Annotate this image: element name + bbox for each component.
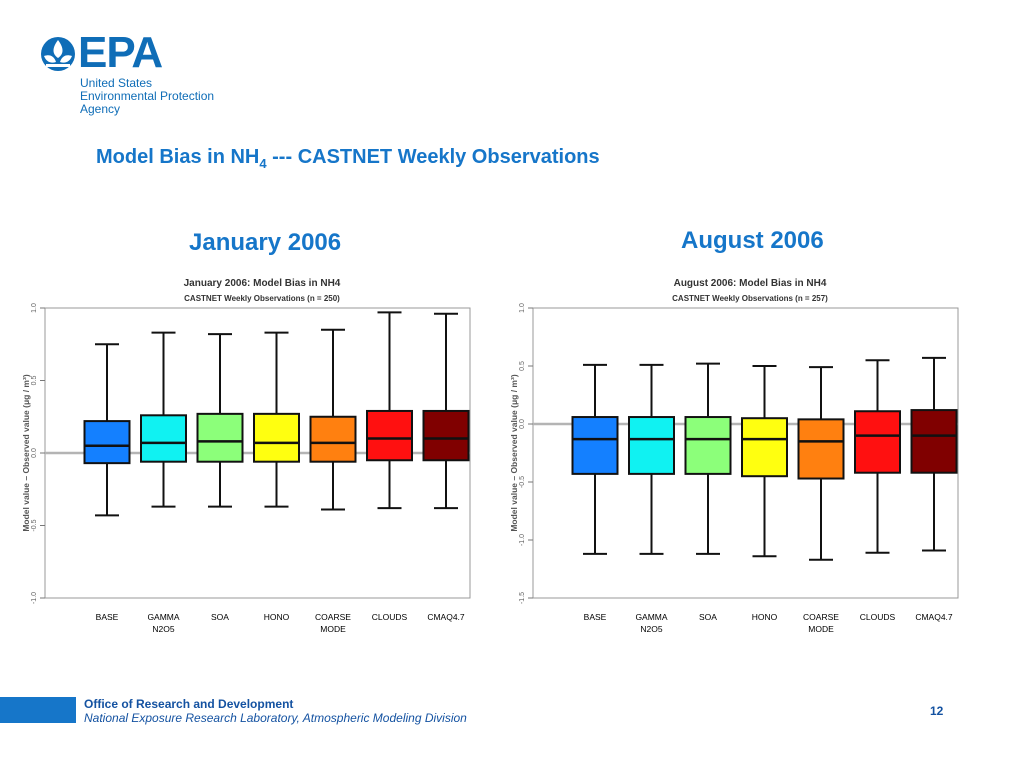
plot-frame (532, 307, 959, 599)
box-iqr (684, 416, 732, 475)
chart-subtitle: CASTNET Weekly Observations (n = 250) (184, 294, 340, 303)
category-label: N2O5 (152, 624, 174, 634)
box-iqr (196, 412, 244, 463)
footer-division: National Exposure Research Laboratory, A… (84, 711, 467, 725)
y-tick-label: -0.5 (31, 519, 38, 531)
category-label: CMAQ4.7 (915, 612, 953, 622)
category-label: SOA (699, 612, 717, 622)
chart-title: January 2006: Model Bias in NH4 (184, 278, 341, 289)
category-label: N2O5 (640, 624, 662, 634)
category-label: MODE (808, 624, 834, 634)
footer-office: Office of Research and Development (84, 697, 294, 711)
y-tick-label: 0.5 (31, 376, 38, 386)
title-subscript: 4 (259, 156, 267, 171)
chart-subtitle: CASTNET Weekly Observations (n = 257) (672, 294, 828, 303)
page-number: 12 (930, 704, 944, 718)
y-tick-label: -1.0 (519, 534, 526, 546)
category-label: CLOUDS (372, 612, 408, 622)
category-label: GAMMA (635, 612, 667, 622)
y-tick-label: -0.5 (519, 476, 526, 488)
y-tick-label: -1.0 (31, 592, 38, 604)
logo-wordmark: EPA (78, 28, 163, 77)
epa-logo: EPA United States Environmental Protecti… (40, 28, 240, 116)
footer-accent-bar (0, 697, 76, 723)
category-label: HONO (264, 612, 290, 622)
category-label: CLOUDS (860, 612, 896, 622)
category-label: BASE (584, 612, 607, 622)
category-label: COARSE (315, 612, 351, 622)
epa-flower-icon (41, 37, 75, 71)
august-boxplot-chart: August 2006: Model Bias in NH4 CASTNET We… (509, 278, 959, 634)
category-label: HONO (752, 612, 778, 622)
box-iqr (422, 409, 470, 462)
box-iqr (366, 409, 413, 462)
category-label: MODE (320, 624, 346, 634)
chart-title: August 2006: Model Bias in NH4 (674, 278, 827, 289)
category-label: COARSE (803, 612, 839, 622)
y-tick-label: 0.0 (31, 448, 38, 458)
box-iqr (309, 415, 357, 463)
box-iqr (797, 418, 845, 480)
category-label: SOA (211, 612, 229, 622)
box-iqr (741, 417, 788, 478)
january-boxplot-chart: January 2006: Model Bias in NH4 CASTNET W… (21, 278, 471, 634)
box-iqr (854, 410, 901, 474)
y-axis-label: Model value – Observed value (μg / m³) (21, 374, 31, 531)
box-iqr (140, 414, 187, 463)
box-iqr (253, 412, 300, 463)
y-tick-label: 0.0 (519, 419, 526, 429)
slide-title: Model Bias in NH4 --- CASTNET Weekly Obs… (96, 146, 600, 171)
logo-line-1: United States (80, 76, 153, 90)
category-label: BASE (96, 612, 119, 622)
y-tick-label: 0.5 (519, 361, 526, 371)
title-rest: --- CASTNET Weekly Observations (266, 146, 600, 168)
y-tick-label: 1.0 (519, 303, 526, 313)
box-iqr (83, 420, 131, 465)
category-label: CMAQ4.7 (427, 612, 465, 622)
box-iqr (910, 409, 958, 474)
logo-line-2: Environmental Protection (80, 89, 215, 103)
title-main: Model Bias in NH (96, 146, 260, 168)
y-tick-label: 1.0 (31, 303, 38, 313)
box-iqr (571, 416, 619, 475)
y-tick-label: -1.5 (519, 592, 526, 604)
category-label: GAMMA (147, 612, 179, 622)
panel-heading-january: January 2006 (189, 229, 342, 256)
logo-line-3: Agency (80, 102, 121, 116)
panel-heading-august: August 2006 (681, 227, 824, 254)
box-iqr (628, 416, 675, 475)
y-axis-label: Model value – Observed value (μg / m³) (509, 374, 519, 531)
